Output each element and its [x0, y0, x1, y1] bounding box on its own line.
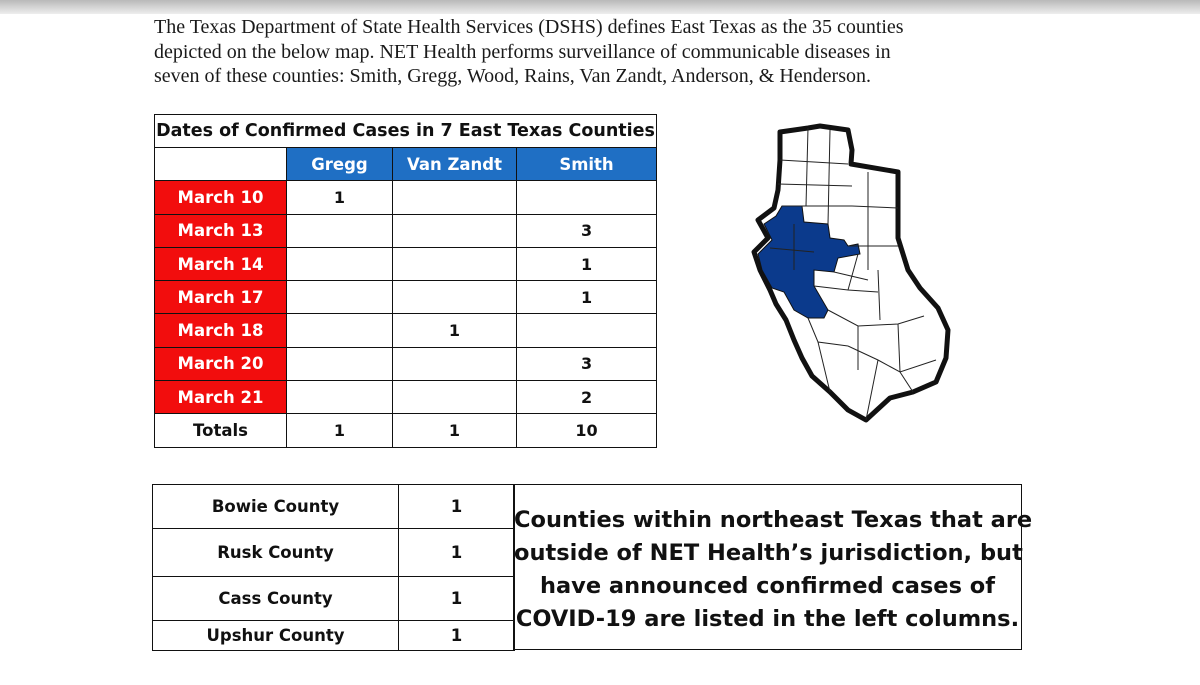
smith-cell: 3 — [515, 346, 658, 382]
intro-line: depicted on the below map. NET Health pe… — [154, 40, 891, 63]
county-count-cell: 1 — [398, 528, 515, 577]
county-count-cell: 1 — [398, 576, 515, 621]
note-line: outside of NET Health’s jurisdiction, bu… — [514, 540, 1023, 566]
county-borders — [769, 127, 937, 421]
table-row: Rusk County 1 — [152, 528, 515, 577]
county-name-cell: Cass County — [152, 576, 399, 621]
intro-line: The Texas Department of State Health Ser… — [154, 16, 904, 38]
date-cell: March 20 — [154, 346, 287, 382]
county-name-cell: Bowie County — [152, 484, 399, 529]
van-zandt-cell — [392, 346, 517, 382]
note-line: Counties within northeast Texas that are — [514, 507, 1033, 533]
date-cell: March 18 — [154, 313, 287, 348]
gregg-cell — [286, 246, 393, 282]
intro-paragraph: The Texas Department of State Health Ser… — [154, 15, 1034, 89]
note-line: have announced confirmed cases of — [539, 573, 996, 599]
smith-cell: 3 — [515, 213, 658, 248]
van-zandt-cell: 1 — [392, 313, 517, 348]
table-row: Cass County 1 — [152, 576, 515, 621]
date-cell: March 13 — [154, 213, 287, 248]
gregg-total: 1 — [286, 413, 393, 448]
date-cell: March 14 — [154, 246, 287, 282]
date-cell: March 10 — [154, 180, 287, 215]
date-cell: March 17 — [154, 280, 287, 315]
gregg-cell — [286, 280, 393, 315]
smith-cell: 1 — [515, 280, 658, 315]
gregg-cell — [286, 346, 393, 382]
table-title: Dates of Confirmed Cases in 7 East Texas… — [153, 114, 658, 148]
table-row: March 13 3 — [154, 213, 658, 248]
note-line: COVID-19 are listed in the left columns. — [515, 606, 1020, 632]
county-count-cell: 1 — [398, 620, 515, 651]
table-row: March 18 1 — [154, 313, 658, 348]
totals-row: Totals 1 1 10 — [154, 413, 658, 448]
county-name-cell: Rusk County — [152, 528, 399, 577]
east-texas-county-map — [751, 123, 951, 423]
table-row: Upshur County 1 — [152, 620, 515, 651]
van-zandt-cell — [392, 213, 517, 248]
van-zandt-cell — [392, 380, 517, 415]
header-empty-cell — [154, 146, 287, 182]
jurisdiction-note-box: Counties within northeast Texas that are… — [513, 484, 1033, 650]
header-van-zandt: Van Zandt — [392, 146, 517, 182]
confirmed-cases-table: Dates of Confirmed Cases in 7 East Texas… — [153, 114, 658, 448]
header-gregg: Gregg — [286, 146, 393, 182]
smith-cell — [515, 180, 658, 215]
table-row: March 17 1 — [154, 280, 658, 315]
smith-total: 10 — [515, 413, 658, 448]
intro-line: seven of these counties: Smith, Gregg, W… — [154, 65, 871, 87]
smith-cell — [515, 313, 658, 348]
table-row: March 14 1 — [154, 246, 658, 282]
table-row: Bowie County 1 — [152, 484, 515, 529]
county-count-cell: 1 — [398, 484, 515, 529]
table-row: March 21 2 — [154, 380, 658, 415]
outside-jurisdiction-table: Bowie County 1 Rusk County 1 Cass County… — [152, 484, 515, 651]
van-zandt-cell — [392, 180, 517, 215]
table-row: March 20 3 — [154, 346, 658, 382]
van-zandt-cell — [392, 280, 517, 315]
van-zandt-cell — [392, 246, 517, 282]
gregg-cell — [286, 313, 393, 348]
smith-cell: 2 — [515, 380, 658, 415]
gregg-cell — [286, 213, 393, 248]
totals-label: Totals — [154, 413, 287, 448]
van-zandt-total: 1 — [392, 413, 517, 448]
top-shadow-bar — [0, 0, 1200, 14]
smith-cell: 1 — [515, 246, 658, 282]
date-cell: March 21 — [154, 380, 287, 415]
gregg-cell — [286, 380, 393, 415]
header-smith: Smith — [515, 146, 658, 182]
gregg-cell: 1 — [286, 180, 393, 215]
county-name-cell: Upshur County — [152, 620, 399, 651]
table-row: March 10 1 — [154, 180, 658, 215]
